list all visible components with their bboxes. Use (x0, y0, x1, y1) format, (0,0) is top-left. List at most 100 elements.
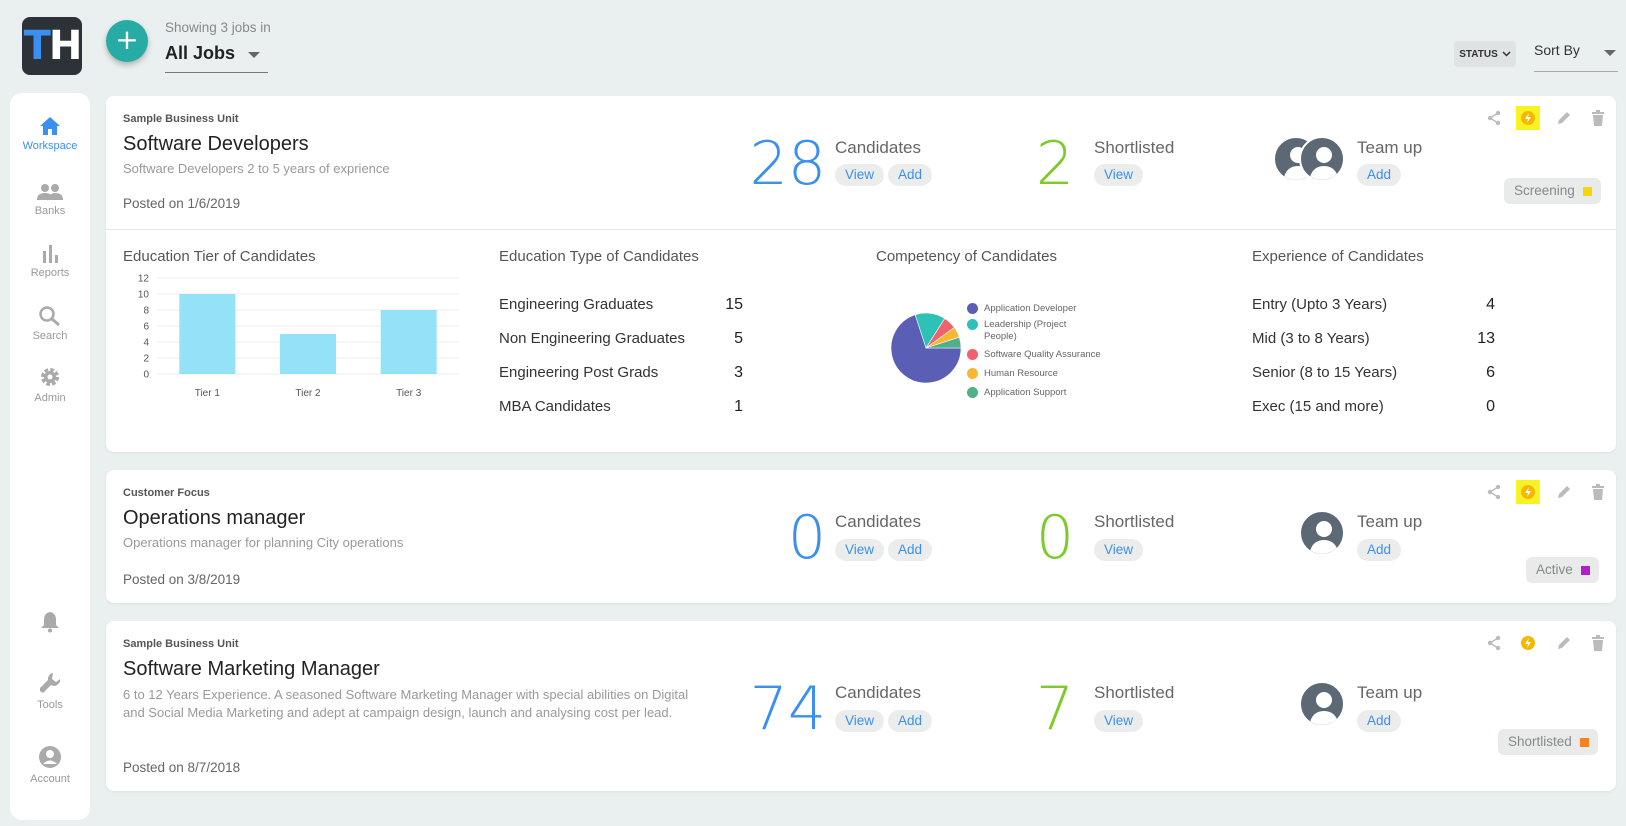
education-tier-chart: 0 2 4 6 8 10 12 Tier 1 Tier 2 Tier 3 (138, 274, 459, 399)
job-title[interactable]: Software Marketing Manager (123, 658, 380, 680)
view-shortlisted-button[interactable]: View (1094, 710, 1144, 732)
x-tick-label: Tier 2 (295, 388, 321, 399)
showing-jobs-text: Showing 3 jobs in (165, 20, 271, 35)
job-title[interactable]: Software Developers (123, 133, 309, 155)
education-type-value: 5 (734, 330, 743, 347)
sidebar-item-search[interactable]: Search (10, 306, 90, 342)
job-card[interactable]: Customer Focus Operations manager Operat… (106, 470, 1616, 603)
sidebar-item-label: Search (32, 330, 68, 342)
job-card[interactable]: Sample Business Unit Software Marketing … (106, 621, 1616, 791)
bar[interactable] (280, 334, 336, 374)
sidebar-item-account[interactable]: Account (10, 745, 90, 785)
y-tick-label: 12 (138, 274, 150, 285)
business-unit: Sample Business Unit (123, 638, 239, 650)
add-team-member-button[interactable]: Add (1357, 164, 1402, 186)
job-description: 6 to 12 Years Experience. A seasoned Sof… (123, 687, 689, 720)
education-type-title: Education Type of Candidates (499, 248, 699, 265)
notifications-button[interactable] (10, 611, 90, 637)
legend-item: Application Developer (967, 303, 1144, 315)
x-tick-label: Tier 1 (195, 388, 221, 399)
add-job-button[interactable]: + (106, 20, 148, 62)
experience-title: Experience of Candidates (1252, 248, 1424, 265)
edit-icon[interactable] (1552, 631, 1576, 655)
y-tick-label: 6 (143, 322, 149, 333)
education-type-label: Non Engineering Graduates (499, 330, 685, 347)
chevron-down-icon (1502, 51, 1511, 57)
view-candidates-button[interactable]: View (835, 164, 885, 186)
pie-slice[interactable] (890, 314, 962, 384)
experience-label: Senior (8 to 15 Years) (1252, 364, 1398, 381)
sidebar-item-workspace[interactable]: Workspace (10, 116, 90, 152)
edit-icon[interactable] (1552, 480, 1576, 504)
bell-icon (41, 612, 59, 633)
share-icon[interactable] (1482, 106, 1506, 130)
view-shortlisted-button[interactable]: View (1094, 539, 1144, 561)
plus-icon: + (115, 23, 139, 56)
job-filter-value: All Jobs (165, 43, 236, 63)
bar[interactable] (179, 294, 236, 374)
candidates-count: 0 (787, 503, 826, 573)
add-team-member-button[interactable]: Add (1357, 539, 1402, 561)
sidebar-item-label: Admin (34, 392, 66, 404)
bar[interactable] (380, 310, 437, 374)
share-icon[interactable] (1482, 631, 1506, 655)
status-filter-button[interactable]: STATUS (1454, 41, 1516, 67)
job-description: Operations manager for planning City ope… (123, 535, 404, 550)
job-title[interactable]: Operations manager (123, 507, 306, 529)
logo-letter-h: H (48, 23, 83, 69)
sidebar: Workspace Banks Reports Search Admin Too… (10, 93, 90, 820)
y-tick-label: 4 (143, 338, 149, 349)
bolt-icon[interactable] (1516, 631, 1540, 655)
avatar[interactable] (1299, 136, 1345, 182)
trash-icon[interactable] (1586, 106, 1610, 130)
education-type-label: Engineering Post Grads (499, 364, 659, 381)
candidates-label: Candidates (835, 512, 922, 531)
sidebar-item-banks[interactable]: Banks (10, 183, 90, 217)
user-icon (1309, 521, 1339, 554)
add-team-member-button[interactable]: Add (1357, 710, 1402, 732)
bolt-icon[interactable] (1516, 480, 1540, 504)
sidebar-item-admin[interactable]: Admin (10, 366, 90, 404)
chevron-down-icon (248, 52, 260, 58)
avatar[interactable] (1299, 681, 1345, 727)
add-candidates-button[interactable]: Add (888, 164, 933, 186)
avatar[interactable] (1299, 510, 1345, 556)
education-type-label: MBA Candidates (499, 398, 611, 415)
trash-icon[interactable] (1586, 480, 1610, 504)
add-candidates-button[interactable]: Add (888, 539, 933, 561)
search-icon (39, 306, 60, 326)
job-card[interactable]: Sample Business Unit Software Developers… (106, 96, 1616, 452)
pie-slice[interactable] (925, 336, 962, 349)
edit-icon[interactable] (1552, 106, 1576, 130)
status-badge: Screening (1504, 178, 1601, 204)
shortlisted-count: 7 (1035, 674, 1074, 744)
shortlisted-label: Shortlisted (1094, 683, 1175, 702)
candidates-count: 74 (749, 674, 826, 744)
card-divider (106, 229, 1616, 230)
education-type-value: 15 (725, 296, 743, 313)
view-candidates-button[interactable]: View (835, 539, 885, 561)
share-icon[interactable] (1482, 480, 1506, 504)
legend-item: Software Quality Assurance (967, 349, 1144, 361)
sidebar-item-label: Tools (37, 699, 63, 711)
sidebar-item-tools[interactable]: Tools (10, 671, 90, 711)
view-shortlisted-button[interactable]: View (1094, 164, 1144, 186)
status-color-square (1582, 187, 1592, 196)
sort-by-select[interactable]: Sort By (1534, 42, 1618, 72)
competency-title: Competency of Candidates (876, 248, 1057, 265)
add-candidates-button[interactable]: Add (888, 710, 933, 732)
team-up-label: Team up (1357, 512, 1423, 531)
status-badge-label: Shortlisted (1508, 734, 1572, 749)
job-filter-select[interactable]: All Jobs (165, 43, 268, 73)
view-candidates-button[interactable]: View (835, 710, 885, 732)
trash-icon[interactable] (1586, 631, 1610, 655)
y-tick-label: 2 (143, 354, 149, 365)
bolt-icon[interactable] (1516, 106, 1540, 130)
shortlisted-label: Shortlisted (1094, 138, 1175, 157)
posted-date: Posted on 3/8/2019 (123, 572, 241, 587)
sidebar-item-reports[interactable]: Reports (10, 245, 90, 279)
education-type-value: 1 (734, 398, 743, 415)
posted-date: Posted on 1/6/2019 (123, 196, 241, 211)
candidates-label: Candidates (835, 683, 922, 702)
